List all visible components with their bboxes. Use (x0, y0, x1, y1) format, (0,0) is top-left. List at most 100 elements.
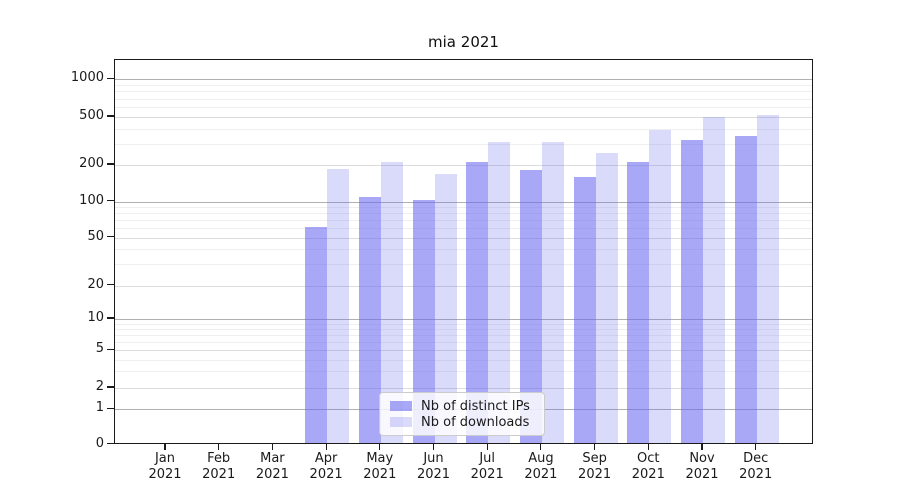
bar-nb-of-downloads (756, 115, 779, 444)
x-tick-year: 2021 (309, 466, 343, 482)
x-tick-month: Feb (207, 450, 231, 466)
bar-nb-of-distinct-ips (305, 226, 328, 444)
y-tick-label: 5 (95, 341, 104, 357)
y-tick-mark (107, 236, 114, 238)
gridline (115, 285, 812, 287)
x-tick-year: 2021 (631, 466, 665, 482)
x-tick-month: Dec (743, 450, 769, 466)
legend-swatch-icon (390, 401, 412, 411)
y-tick-label: 1 (95, 400, 104, 416)
gridline (115, 228, 812, 230)
legend-item: Nb of distinct IPs (390, 398, 534, 414)
x-tick-month: Apr (314, 450, 338, 466)
gridline (115, 359, 812, 361)
x-tick-label: May 2021 (348, 451, 412, 483)
x-tick-month: Aug (528, 450, 554, 466)
bar-nb-of-distinct-ips (519, 170, 542, 444)
gridline (115, 143, 812, 145)
y-tick-label: 0 (95, 435, 104, 451)
x-tick-month: Jan (154, 450, 176, 466)
x-tick-year: 2021 (739, 466, 773, 482)
x-tick-mark (432, 443, 435, 450)
x-tick-mark (701, 443, 703, 450)
x-tick-month: Nov (689, 450, 715, 466)
gridline (115, 350, 812, 352)
x-tick-year: 2021 (470, 466, 504, 482)
legend-label: Nb of downloads (421, 414, 530, 430)
legend: Nb of distinct IPs Nb of downloads (379, 392, 545, 436)
x-tick-label: Jul 2021 (455, 451, 519, 483)
x-tick-year: 2021 (363, 466, 397, 482)
x-tick-month: Oct (637, 450, 660, 466)
x-tick-mark (540, 443, 542, 450)
y-tick-mark (107, 386, 114, 388)
bar-nb-of-distinct-ips (466, 161, 489, 444)
x-tick-label: Sep 2021 (563, 451, 627, 483)
bar-nb-of-downloads (649, 130, 672, 444)
legend-swatch-icon (390, 417, 412, 427)
bar-nb-of-downloads (380, 161, 403, 444)
x-tick-year: 2021 (416, 466, 451, 482)
x-tick-year: 2021 (148, 466, 182, 482)
bar-nb-of-downloads (703, 117, 725, 444)
x-tick-mark (647, 443, 649, 450)
x-tick-mark (486, 443, 488, 450)
bar-nb-of-distinct-ips (412, 199, 435, 444)
y-tick-label: 50 (87, 228, 104, 244)
gridline (115, 79, 812, 81)
y-tick-mark (107, 200, 114, 202)
x-tick-label: Jun 2021 (402, 451, 466, 483)
x-tick-mark (379, 443, 381, 450)
bar-nb-of-distinct-ips (627, 162, 650, 444)
y-tick-mark (107, 77, 114, 79)
x-tick-label: Aug 2021 (509, 451, 573, 483)
gridline (115, 237, 812, 239)
x-tick-label: Dec 2021 (724, 451, 788, 483)
y-tick-label: 100 (79, 192, 104, 208)
gridline (115, 207, 812, 209)
bar-nb-of-downloads (327, 169, 350, 444)
x-tick-year: 2021 (255, 466, 289, 482)
plot-area (114, 59, 813, 444)
gridline (115, 128, 812, 130)
x-tick-year: 2021 (685, 466, 719, 482)
gridline (115, 249, 812, 251)
gridline (115, 323, 812, 325)
legend-label: Nb of distinct IPs (421, 398, 530, 414)
x-tick-mark (594, 443, 596, 450)
y-tick-label: 2 (95, 379, 104, 394)
x-tick-year: 2021 (202, 466, 236, 482)
bar-nb-of-downloads (434, 174, 457, 444)
chart-title: mia 2021 (428, 33, 499, 51)
x-tick-label: Feb 2021 (187, 451, 251, 483)
gridline (115, 220, 812, 222)
gridline (115, 342, 812, 344)
x-tick-mark (218, 443, 220, 450)
gridline (115, 201, 812, 203)
x-tick-mark (271, 443, 273, 450)
gridline (115, 264, 812, 266)
y-tick-label: 20 (87, 276, 104, 292)
gridline (115, 388, 812, 389)
gridline (115, 213, 812, 215)
y-tick-mark (107, 348, 114, 350)
bar-nb-of-distinct-ips (734, 135, 757, 444)
gridline (115, 107, 812, 109)
bar-nb-of-distinct-ips (573, 176, 596, 444)
y-tick-mark (107, 115, 114, 117)
x-tick-label: Nov 2021 (670, 451, 734, 483)
gridline (115, 91, 812, 93)
x-tick-month: May (366, 450, 394, 466)
gridline (115, 165, 812, 166)
bar-nb-of-distinct-ips (681, 139, 703, 444)
legend-item: Nb of downloads (390, 414, 534, 430)
y-tick-mark (107, 442, 114, 445)
x-tick-mark (325, 443, 327, 450)
bar-nb-of-downloads (541, 142, 564, 444)
y-tick-mark (107, 407, 114, 409)
bar-nb-of-downloads (595, 153, 618, 444)
x-tick-month: Jul (479, 450, 496, 466)
x-tick-mark (755, 443, 757, 450)
bar-nb-of-downloads (488, 142, 511, 444)
